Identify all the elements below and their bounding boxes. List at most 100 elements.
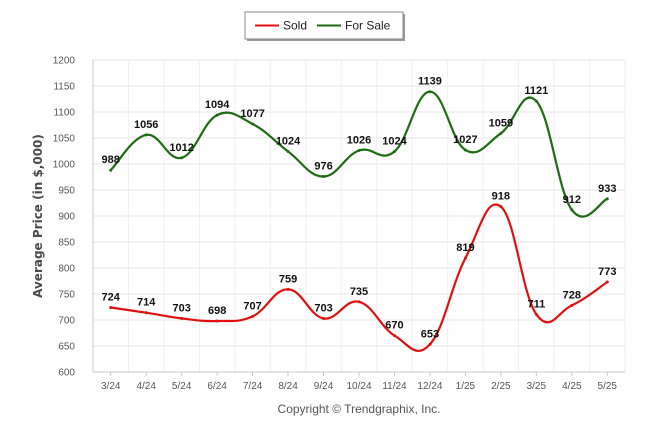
data-point-for-sale bbox=[570, 208, 574, 212]
data-point-for-sale bbox=[499, 131, 503, 135]
data-label-for-sale: 988 bbox=[102, 154, 120, 166]
data-label-sold: 714 bbox=[137, 297, 156, 309]
y-tick-label: 700 bbox=[58, 316, 75, 327]
legend[interactable]: Sold For Sale bbox=[244, 11, 405, 41]
data-point-sold bbox=[605, 280, 609, 284]
data-point-for-sale bbox=[463, 148, 467, 152]
data-label-sold: 703 bbox=[314, 302, 332, 314]
data-label-sold: 773 bbox=[598, 266, 616, 278]
data-point-sold bbox=[322, 316, 326, 320]
data-point-sold bbox=[534, 312, 538, 316]
y-tick-label: 650 bbox=[58, 342, 75, 353]
x-tick-label: 8/24 bbox=[278, 381, 298, 392]
data-point-sold bbox=[286, 287, 290, 291]
x-tick-label: 10/24 bbox=[346, 381, 371, 392]
series-line-for-sale bbox=[109, 90, 608, 218]
data-point-for-sale bbox=[286, 150, 290, 154]
data-point-for-sale bbox=[605, 197, 609, 201]
data-label-for-sale: 976 bbox=[314, 160, 332, 172]
y-tick-label: 900 bbox=[58, 212, 75, 223]
data-label-for-sale: 933 bbox=[598, 183, 616, 195]
y-tick-label: 800 bbox=[58, 264, 75, 275]
data-point-sold bbox=[428, 342, 432, 346]
data-label-sold: 698 bbox=[208, 305, 226, 317]
x-tick-label: 7/24 bbox=[243, 381, 263, 392]
y-tick-label: 1100 bbox=[53, 108, 75, 119]
data-label-for-sale: 912 bbox=[563, 194, 581, 206]
x-tick-label: 3/24 bbox=[101, 381, 121, 392]
y-tick-label: 1200 bbox=[53, 56, 76, 67]
data-point-sold bbox=[392, 334, 396, 338]
data-point-for-sale bbox=[109, 168, 113, 172]
x-tick-label: 5/24 bbox=[172, 381, 192, 392]
x-tick-label: 2/25 bbox=[491, 381, 511, 392]
y-tick-label: 1000 bbox=[53, 160, 76, 171]
x-tick-label: 9/24 bbox=[314, 381, 334, 392]
x-tick-label: 6/24 bbox=[207, 381, 227, 392]
series bbox=[109, 90, 609, 352]
data-point-sold bbox=[570, 303, 574, 307]
x-tick-label: 5/25 bbox=[598, 381, 618, 392]
data-point-sold bbox=[215, 319, 219, 323]
y-tick-label: 750 bbox=[58, 290, 75, 301]
x-tick-label: 12/24 bbox=[417, 381, 442, 392]
data-labels: 724 714 703 698 707 759 703 735 670 653 819 918 711 7… bbox=[102, 76, 617, 341]
y-tick-label: 1050 bbox=[53, 134, 76, 145]
data-point-sold bbox=[357, 300, 361, 304]
data-label-sold: 759 bbox=[279, 273, 297, 285]
data-label-for-sale: 1024 bbox=[382, 136, 407, 148]
data-point-for-sale bbox=[392, 150, 396, 154]
data-label-sold: 918 bbox=[492, 191, 510, 203]
data-point-for-sale bbox=[144, 133, 148, 137]
data-point-for-sale bbox=[534, 99, 538, 103]
data-point-sold bbox=[144, 311, 148, 315]
data-label-sold: 670 bbox=[385, 320, 403, 332]
data-point-for-sale bbox=[357, 148, 361, 152]
axes: Average Price (in $,000) 600 650 700 750 800… bbox=[31, 56, 625, 392]
data-label-for-sale: 1077 bbox=[240, 108, 264, 120]
x-tick-label: 4/25 bbox=[562, 381, 582, 392]
data-label-for-sale: 1139 bbox=[418, 76, 442, 88]
data-label-sold: 724 bbox=[102, 292, 121, 304]
data-label-for-sale: 1012 bbox=[169, 142, 193, 154]
data-point-sold bbox=[499, 205, 503, 209]
data-label-sold: 653 bbox=[421, 328, 439, 340]
y-tick-label: 850 bbox=[58, 238, 75, 249]
data-label-sold: 707 bbox=[243, 300, 261, 312]
data-label-for-sale: 1056 bbox=[134, 119, 158, 131]
legend-label-sold: Sold bbox=[283, 19, 307, 33]
data-point-for-sale bbox=[180, 156, 184, 160]
x-tick-label: 4/24 bbox=[136, 381, 156, 392]
data-label-for-sale: 1024 bbox=[276, 136, 301, 148]
data-label-sold: 703 bbox=[172, 302, 190, 314]
data-label-sold: 728 bbox=[563, 289, 581, 301]
data-label-for-sale: 1027 bbox=[453, 134, 477, 146]
data-label-for-sale: 1026 bbox=[347, 134, 371, 146]
y-axis-label: Average Price (in $,000) bbox=[31, 134, 45, 298]
y-tick-label: 600 bbox=[58, 368, 75, 379]
legend-label-for-sale: For Sale bbox=[345, 19, 391, 33]
y-tick-label: 950 bbox=[58, 186, 75, 197]
data-point-sold bbox=[109, 306, 113, 310]
x-tick-label: 11/24 bbox=[382, 381, 407, 392]
series-line-sold bbox=[110, 203, 608, 352]
data-point-sold bbox=[180, 316, 184, 320]
data-label-for-sale: 1094 bbox=[205, 99, 230, 111]
copyright-credit: Copyright © Trendgraphix, Inc. bbox=[278, 402, 441, 416]
data-label-sold: 735 bbox=[350, 286, 368, 298]
x-tick-label: 3/25 bbox=[527, 381, 547, 392]
data-label-for-sale: 1059 bbox=[489, 117, 513, 129]
data-point-sold bbox=[463, 256, 467, 260]
data-label-sold: 711 bbox=[527, 298, 545, 310]
x-tick-label: 1/25 bbox=[456, 381, 476, 392]
data-point-for-sale bbox=[428, 90, 432, 94]
data-point-for-sale bbox=[251, 122, 255, 126]
data-label-for-sale: 1121 bbox=[524, 85, 548, 97]
y-tick-label: 1150 bbox=[53, 82, 75, 93]
data-point-for-sale bbox=[215, 113, 219, 117]
grid bbox=[92, 59, 626, 373]
data-point-for-sale bbox=[322, 174, 326, 178]
data-point-sold bbox=[251, 314, 255, 318]
